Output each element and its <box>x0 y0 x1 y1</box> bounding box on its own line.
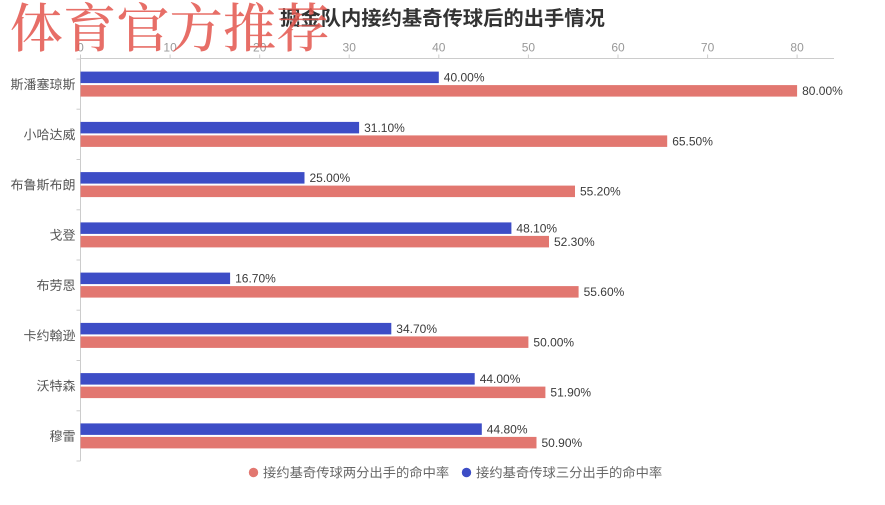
svg-text:31.10%: 31.10% <box>364 121 405 135</box>
svg-text:44.80%: 44.80% <box>487 422 528 436</box>
svg-text:60: 60 <box>611 41 625 55</box>
svg-text:50.00%: 50.00% <box>533 335 574 349</box>
svg-text:50: 50 <box>522 41 536 55</box>
svg-text:55.20%: 55.20% <box>580 185 621 199</box>
svg-text:44.00%: 44.00% <box>480 372 521 386</box>
svg-text:55.60%: 55.60% <box>584 285 625 299</box>
svg-text:48.10%: 48.10% <box>516 221 557 235</box>
svg-text:34.70%: 34.70% <box>396 322 437 336</box>
svg-text:50.90%: 50.90% <box>542 436 583 450</box>
svg-text:0: 0 <box>77 41 84 55</box>
svg-text:80: 80 <box>790 41 804 55</box>
svg-text:70: 70 <box>701 41 715 55</box>
svg-text:30: 30 <box>343 41 357 55</box>
svg-text:10: 10 <box>163 41 177 55</box>
svg-text:52.30%: 52.30% <box>554 235 595 249</box>
svg-text:25.00%: 25.00% <box>310 171 351 185</box>
svg-text:51.90%: 51.90% <box>550 386 591 400</box>
svg-text:80.00%: 80.00% <box>802 84 843 98</box>
svg-text:40.00%: 40.00% <box>444 71 485 85</box>
svg-text:65.50%: 65.50% <box>672 134 713 148</box>
svg-text:40: 40 <box>432 41 446 55</box>
svg-text:16.70%: 16.70% <box>235 272 276 286</box>
